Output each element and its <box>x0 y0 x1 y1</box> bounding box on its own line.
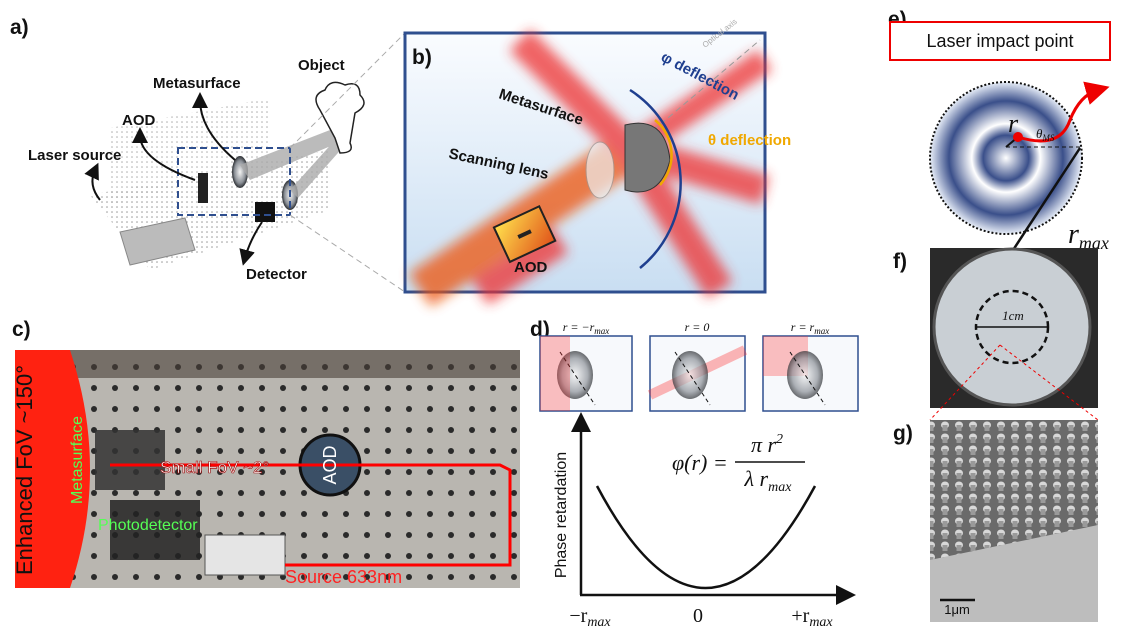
mount <box>95 430 165 490</box>
panel-label: c) <box>12 318 31 341</box>
shape <box>672 351 708 399</box>
zoom-line <box>290 215 405 292</box>
panel-d: d) r = −rmax r = 0 r = rmax φ(r) = π r2 … <box>530 318 858 627</box>
equation-denominator: λ rmax <box>744 466 793 495</box>
panel-label: b) <box>412 46 432 69</box>
text-part: −r <box>569 605 587 627</box>
annotation: Enhanced FoV ~150° <box>12 365 37 575</box>
x-axis-label: +rmax <box>791 605 833 627</box>
inset <box>540 336 632 411</box>
scanning-lens <box>586 142 614 198</box>
figure: a) Laser source AOD Metasurface Object D… <box>0 0 1131 627</box>
annotation: θ deflection <box>708 132 791 149</box>
inset <box>763 336 858 411</box>
equation-numerator: π r2 <box>751 432 783 457</box>
r-max-label: rmax <box>1068 219 1109 253</box>
phase-curve <box>597 486 815 588</box>
equation-lhs: φ(r) = <box>672 450 728 475</box>
text-part: max <box>768 480 792 495</box>
text-part: max <box>814 326 829 336</box>
callout-text: Laser impact point <box>926 31 1073 51</box>
annotation: Detector <box>246 266 307 283</box>
annotation: AOD <box>320 445 340 484</box>
text-part: r <box>1068 219 1079 250</box>
inset <box>650 336 745 411</box>
panel-label: a) <box>10 16 29 39</box>
text-part: max <box>809 615 833 627</box>
r-label: r <box>1008 109 1019 138</box>
panel-b: b) Metasurface Scanning lens AOD φ defle… <box>405 17 791 292</box>
x-axis-label: −rmax <box>569 605 611 627</box>
panel-g: g) 1μm <box>893 420 1098 622</box>
scale-label: 1μm <box>944 602 970 617</box>
text-part: π r <box>751 432 777 457</box>
text-part: MS <box>1041 133 1054 143</box>
text-part: 2 <box>776 432 783 447</box>
annotation: Source 633nm <box>285 567 402 587</box>
aod-block <box>198 173 208 203</box>
panel-a: a) Laser source AOD Metasurface Object D… <box>10 16 405 292</box>
annotation: Metasurface <box>69 416 86 504</box>
shape <box>787 351 823 399</box>
text-part: +r <box>791 605 809 627</box>
panel-label: g) <box>893 422 913 445</box>
annotation: Small FoV ~2° <box>160 458 269 477</box>
annotation: Laser source <box>28 147 121 164</box>
panel-label: f) <box>893 250 907 273</box>
annotation: Metasurface <box>153 75 241 92</box>
text-part: max <box>594 326 609 336</box>
text-part: r = r <box>791 320 815 334</box>
annotation: AOD <box>514 259 548 276</box>
metasurface-disk <box>930 82 1082 234</box>
text-part: r = −r <box>563 320 595 334</box>
annotation: Object <box>298 57 345 74</box>
inset-label: r = rmax <box>791 320 829 336</box>
inset-label: r = 0 <box>685 320 710 334</box>
photo-edge <box>15 350 520 378</box>
scale-label: 1cm <box>1002 308 1024 323</box>
annotation: Photodetector <box>98 517 198 534</box>
laser-module <box>205 535 285 575</box>
inset-label: r = −rmax <box>563 320 610 336</box>
text-part: λ r <box>744 466 769 491</box>
shape <box>540 336 570 411</box>
y-axis-label: Phase retardation <box>553 452 570 578</box>
annotation: AOD <box>122 112 156 129</box>
x-axis-label: 0 <box>693 605 703 627</box>
panel-c: c) Enhanced FoV ~150° Metasurface Photod… <box>12 318 520 588</box>
panel-f: f) 1cm <box>893 248 1098 420</box>
detector-block <box>255 202 275 222</box>
text-part: max <box>587 615 611 627</box>
